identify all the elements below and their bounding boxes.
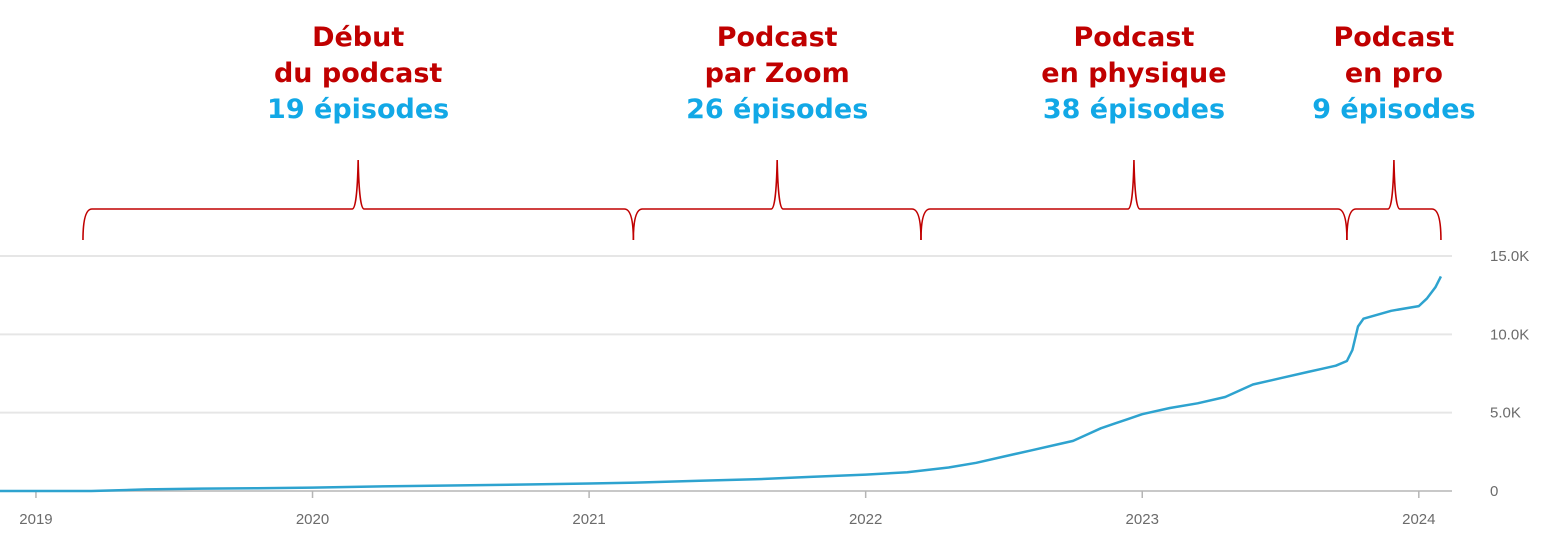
phase-brace [920, 159, 1348, 241]
phase-labels: Début du podcast 19 épisodes Podcast par Zoo… [267, 22, 1476, 125]
phase-brace [632, 159, 922, 241]
phase-title: Début [312, 22, 404, 53]
phase-title: Podcast [717, 22, 838, 53]
x-axis-ticks: 2019 2020 2021 2022 2023 2024 [19, 491, 1435, 528]
phase-episode-count: 19 épisodes [267, 94, 449, 125]
phase-braces [82, 159, 1442, 241]
x-tick-label: 2023 [1126, 511, 1159, 528]
y-tick-label: 5.0K [1490, 405, 1521, 422]
phase-label: Podcast par Zoom 26 épisodes [686, 22, 868, 125]
x-tick-label: 2022 [849, 511, 882, 528]
x-tick-label: 2021 [572, 511, 605, 528]
phase-episode-count: 26 épisodes [686, 94, 868, 125]
y-axis-ticks: 0 5.0K 10.0K 15.0K [1490, 248, 1529, 500]
y-tick-label: 10.0K [1490, 326, 1529, 343]
x-tick-label: 2024 [1402, 511, 1435, 528]
x-tick-label: 2019 [19, 511, 52, 528]
phase-label: Podcast en pro 9 épisodes [1312, 22, 1475, 125]
phase-title: par Zoom [705, 58, 850, 89]
phase-brace [1346, 159, 1442, 241]
y-tick-label: 0 [1490, 483, 1498, 500]
phase-label: Podcast en physique 38 épisodes [1041, 22, 1226, 125]
phase-episode-count: 9 épisodes [1312, 94, 1475, 125]
grid-lines [0, 255, 1452, 414]
y-tick-label: 15.0K [1490, 248, 1529, 265]
series-layer [0, 275, 1443, 493]
phase-title: en physique [1041, 58, 1226, 89]
series-line [0, 275, 1443, 493]
phase-brace [82, 159, 635, 241]
x-tick-label: 2020 [296, 511, 329, 528]
phase-title: Podcast [1074, 22, 1195, 53]
phase-episode-count: 38 épisodes [1043, 94, 1225, 125]
phase-title: en pro [1345, 58, 1443, 89]
phase-title: Podcast [1333, 22, 1454, 53]
phase-title: du podcast [274, 58, 442, 89]
phase-label: Début du podcast 19 épisodes [267, 22, 449, 125]
